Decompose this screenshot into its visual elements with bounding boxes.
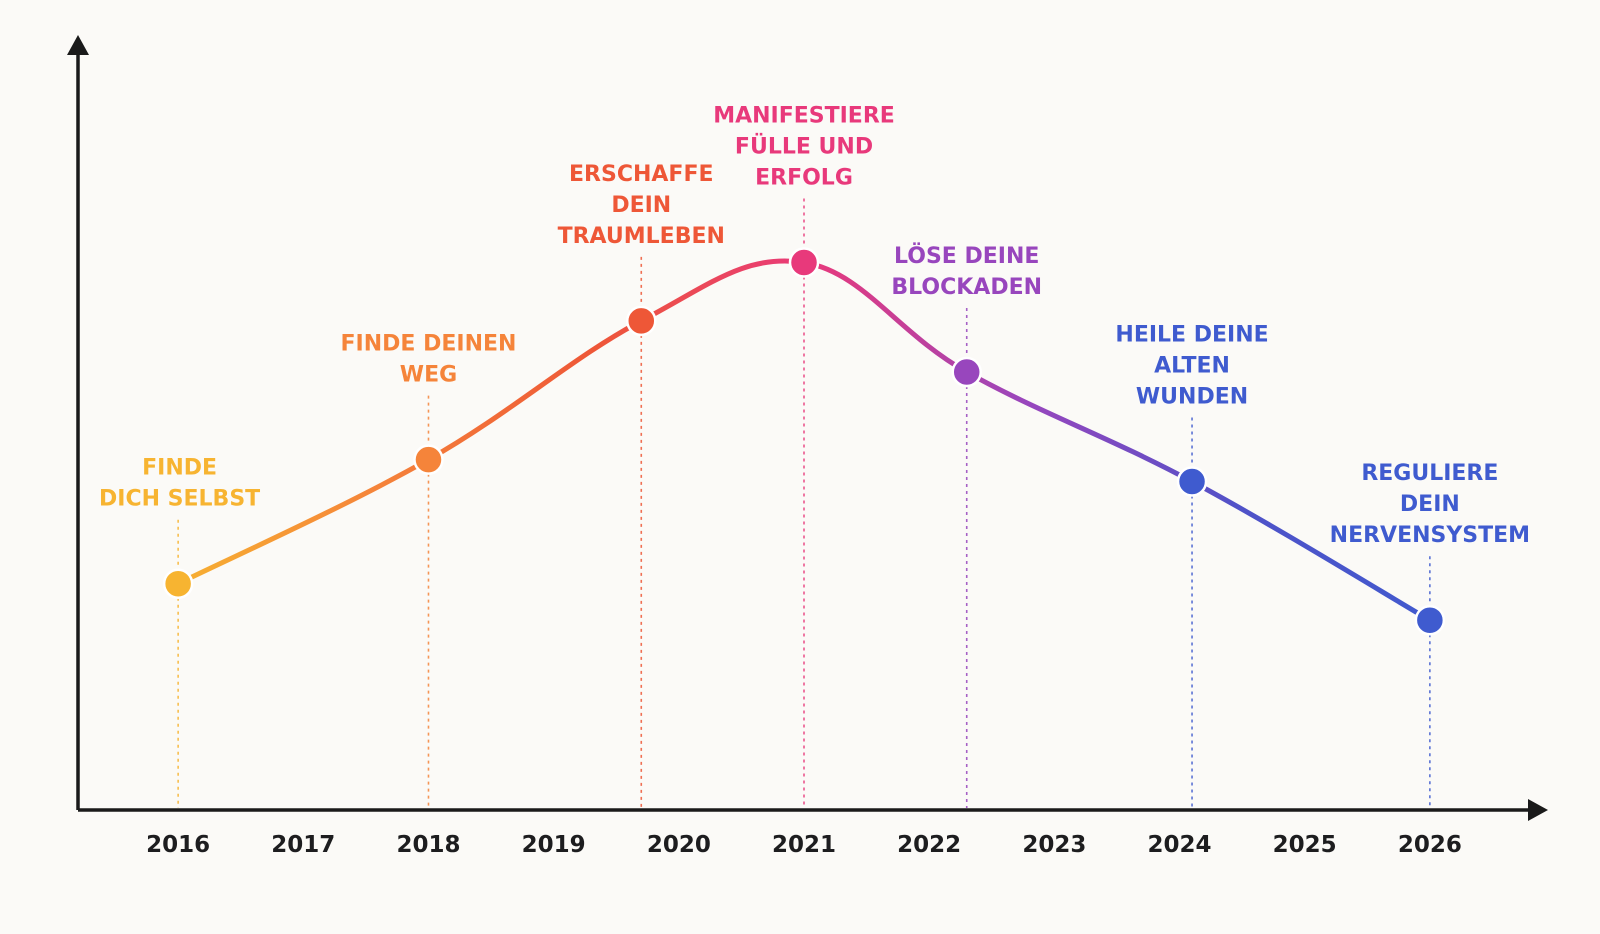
x-tick-label: 2026 — [1398, 832, 1462, 858]
x-tick-label: 2017 — [271, 832, 335, 858]
x-tick-label: 2021 — [772, 832, 836, 858]
point-label: FÜLLE UND — [735, 134, 873, 160]
y-axis-arrow-icon — [67, 35, 89, 55]
data-point — [162, 568, 194, 599]
point-label: ALTEN — [1154, 354, 1230, 379]
point-label: ERFOLG — [755, 166, 853, 191]
x-tick-label: 2019 — [522, 832, 586, 858]
point-label: WUNDEN — [1136, 385, 1248, 410]
x-tick-label: 2023 — [1022, 832, 1086, 858]
data-point — [626, 305, 657, 337]
x-tick-label: 2025 — [1273, 832, 1337, 858]
point-label: HEILE DEINE — [1115, 323, 1268, 348]
x-tick-label: 2024 — [1148, 832, 1212, 858]
point-label: WEG — [400, 363, 457, 388]
data-point — [951, 356, 982, 388]
data-point — [1414, 604, 1446, 636]
x-tick-label: 2018 — [396, 832, 460, 858]
point-label: LÖSE DEINE — [894, 243, 1039, 269]
point-label: FINDE — [142, 456, 217, 481]
data-point — [788, 247, 820, 278]
point-label: TRAUMLEBEN — [558, 224, 725, 249]
point-label: NERVENSYSTEM — [1330, 523, 1530, 548]
point-label: MANIFESTIERE — [713, 104, 895, 129]
point-label: BLOCKADEN — [891, 275, 1042, 300]
x-tick-label: 2020 — [647, 832, 711, 858]
point-label: FINDE DEINEN — [341, 332, 517, 357]
x-tick-label: 2022 — [897, 832, 961, 858]
x-axis-arrow-icon — [1528, 799, 1548, 821]
point-label: ERSCHAFFE — [569, 162, 713, 187]
point-label: DICH SELBST — [99, 487, 260, 512]
point-label: REGULIERE — [1361, 461, 1498, 486]
data-point — [413, 444, 444, 475]
point-label: DEIN — [1400, 492, 1460, 517]
x-tick-label: 2016 — [146, 832, 210, 858]
point-label: DEIN — [611, 193, 671, 218]
data-point — [1176, 466, 1208, 497]
